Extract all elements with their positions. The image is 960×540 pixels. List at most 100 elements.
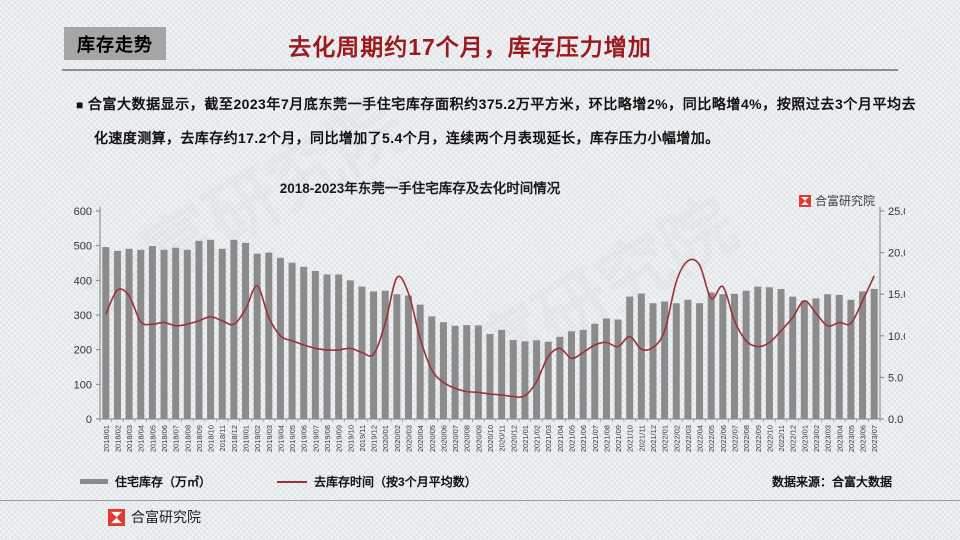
x-axis-label: 2022/02 [672,425,681,452]
inventory-bar [393,294,401,419]
inventory-bar [276,257,284,419]
inventory-bar [684,299,692,419]
x-axis-label: 2020/11 [498,425,507,452]
x-axis-label: 2022/04 [696,425,705,452]
x-axis-label: 2021/06 [579,425,588,452]
inventory-bar [859,291,867,419]
x-axis-label: 2022/05 [707,425,716,452]
bullet-icon: ■ [76,98,84,112]
inventory-bar [824,294,832,419]
inventory-bar [265,252,273,419]
x-axis-label: 2018/02 [113,425,122,452]
inventory-bar [416,304,424,419]
inventory-bar [300,266,308,419]
inventory-bar [102,247,110,419]
inventory-bar [335,274,343,419]
inventory-bar [323,274,331,419]
x-axis-label: 2022/03 [684,425,693,452]
x-axis-label: 2023/01 [800,425,809,452]
x-axis-label: 2020/02 [393,425,402,452]
x-axis-label: 2020/07 [451,425,460,452]
inventory-bar [847,299,855,419]
legend-bar-label: 住宅库存（万㎡） [115,475,212,489]
inventory-bar [637,293,645,419]
inventory-bar [812,298,820,419]
section-tag: 库存走势 [64,27,166,60]
x-axis-label: 2018/08 [183,425,192,452]
x-axis-label: 2021/11 [637,425,646,452]
x-axis-label: 2023/02 [812,425,821,452]
x-axis-label: 2019/10 [346,425,355,452]
chart-brand-name: 合富研究院 [815,194,876,208]
summary-paragraph: ■ 合富大数据显示，截至2023年7月底东莞一手住宅库存面积约375.2万平方米，… [76,88,916,155]
x-axis-label: 2022/08 [742,425,751,452]
x-axis-label: 2019/06 [300,425,309,452]
inventory-bar [567,331,575,419]
x-axis-label: 2018/09 [195,425,204,452]
inventory-bar [405,295,413,419]
y-axis-label-left: 300 [74,310,92,322]
y-axis-label-right: 20.0 [888,248,905,260]
x-axis-label: 2023/04 [835,425,844,452]
x-axis-label: 2021/10 [626,425,635,452]
inventory-bar [789,296,797,419]
x-axis-label: 2022/12 [789,425,798,452]
x-axis-label: 2021/04 [556,425,565,452]
chart-title: 2018-2023年东莞一手住宅库存及去化时间情况 [279,181,561,196]
x-axis-label: 2019/05 [288,425,297,452]
inventory-bar [381,290,389,419]
x-axis-label: 2018/06 [160,425,169,452]
x-axis-label: 2019/11 [358,425,367,452]
hourglass-logo-icon [108,508,125,526]
inventory-bar [498,329,506,419]
x-axis-label: 2021/05 [567,425,576,452]
y-axis-label-left: 500 [74,241,92,253]
x-axis-label: 2021/02 [533,425,542,452]
x-axis-label: 2018/07 [172,425,181,452]
summary-text: 合富大数据显示，截至2023年7月底东莞一手住宅库存面积约375.2万平方米，环… [87,96,917,146]
x-axis-label: 2019/07 [311,425,320,452]
page-title: 去化周期约17个月，库存压力增加 [288,34,652,60]
inventory-bar [800,300,808,419]
inventory-bar [544,341,552,419]
inventory-bar [451,325,459,419]
legend-item-destock-time: 去库存时间（按3个月平均数） [277,473,477,490]
inventory-bar [649,303,657,419]
inventory-bar [870,288,878,419]
x-axis-label: 2022/01 [661,425,670,452]
inventory-bar [253,253,261,419]
x-axis-label: 2018/03 [125,425,134,452]
x-axis-label: 2022/07 [730,425,739,452]
x-axis-label: 2021/07 [591,425,600,452]
inventory-bar [533,340,541,419]
x-axis-label: 2018/10 [207,425,216,452]
inventory-bar [113,250,121,419]
destock-time-line [105,258,875,398]
inventory-bar [556,336,564,419]
footer-brand-name: 合富研究院 [131,509,201,525]
x-axis-label: 2023/06 [859,425,868,452]
x-axis-label: 2022/09 [754,425,763,452]
header-divider [62,69,898,71]
x-axis-label: 2019/03 [265,425,274,452]
x-axis-label: 2023/07 [870,425,879,452]
inventory-bar [207,239,215,419]
x-axis-label: 2020/06 [439,425,448,452]
x-axis-label: 2020/05 [428,425,437,452]
x-axis-label: 2018/04 [137,425,146,452]
x-axis-label: 2019/01 [242,425,251,452]
inventory-bar [242,242,250,419]
inventory-bar [707,292,715,419]
inventory-bar [195,240,203,419]
x-axis-label: 2018/12 [230,425,239,452]
inventory-bar [183,249,191,419]
x-axis-label: 2019/12 [370,425,379,452]
inventory-bar [521,341,529,419]
inventory-bar [218,248,226,419]
x-axis-label: 2022/06 [719,425,728,452]
x-axis-label: 2020/04 [416,425,425,452]
inventory-bar [591,323,599,419]
inventory-bar [765,287,773,419]
x-axis-label: 2019/09 [335,425,344,452]
